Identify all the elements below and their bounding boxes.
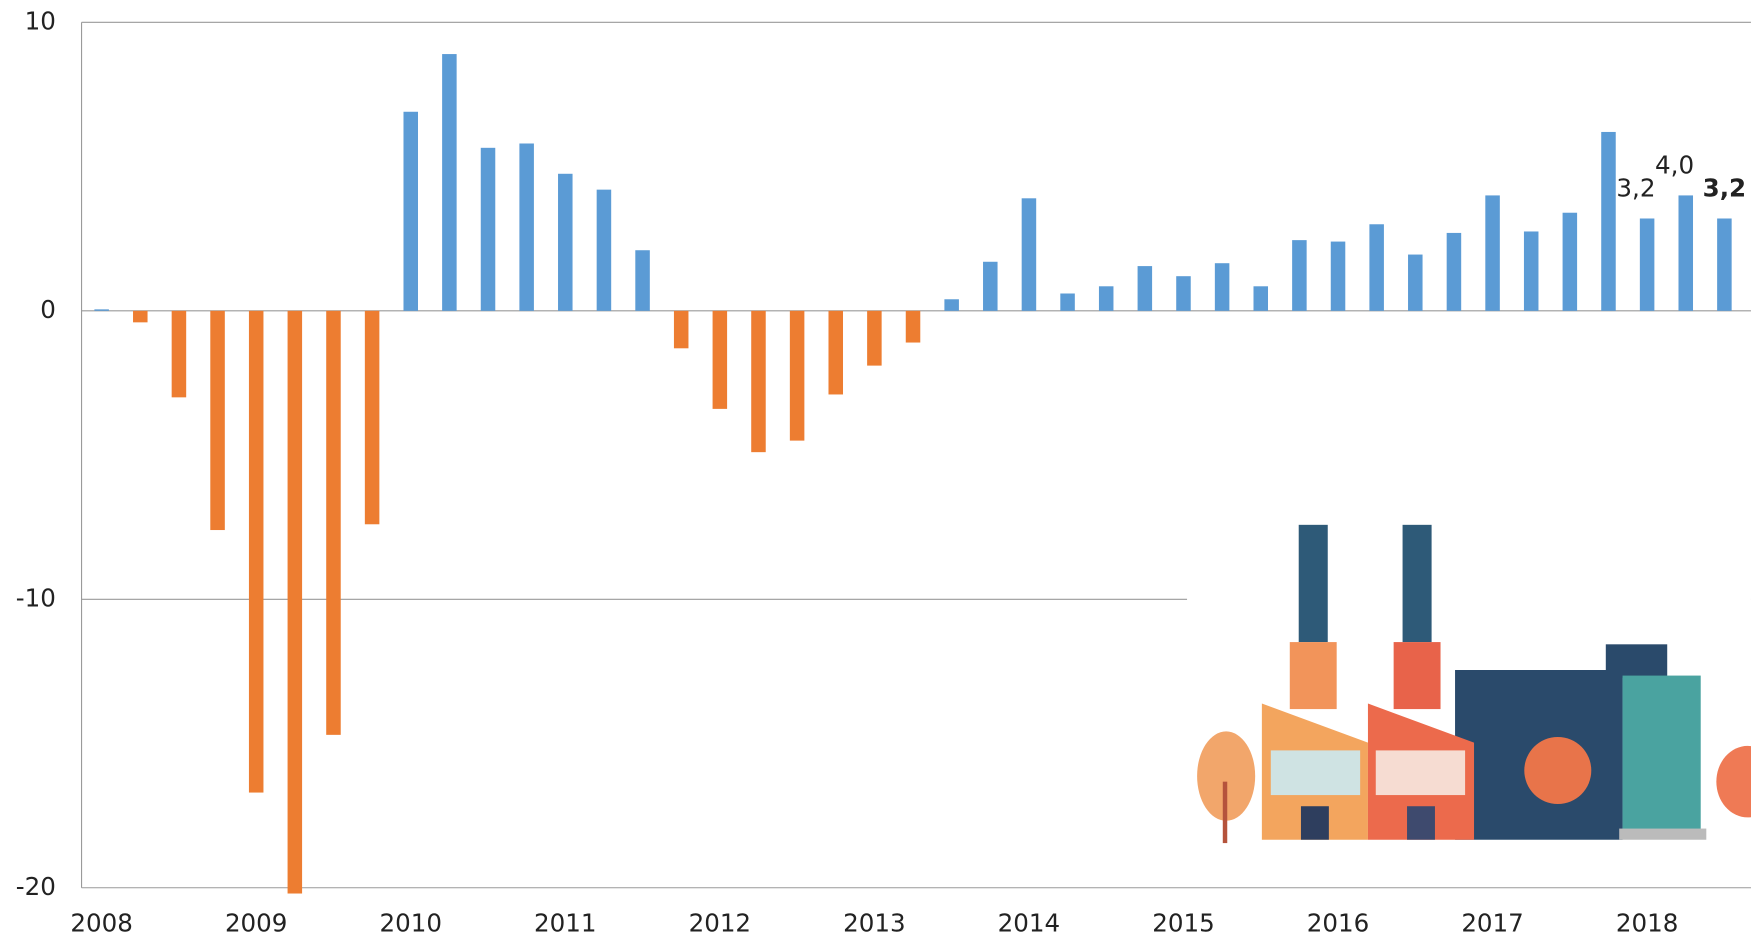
bar bbox=[1253, 286, 1269, 311]
x-tick-label: 2015 bbox=[1152, 909, 1214, 938]
data-label: 4,0 bbox=[1655, 150, 1694, 179]
bar bbox=[983, 261, 998, 311]
bar bbox=[1562, 212, 1578, 311]
factory-illustration bbox=[1187, 524, 1751, 860]
x-tick-label: 2012 bbox=[689, 909, 751, 938]
data-label: 3,2 bbox=[1703, 173, 1747, 202]
bar bbox=[789, 310, 805, 441]
y-tick-label: -20 bbox=[16, 872, 56, 901]
bar bbox=[133, 310, 148, 323]
y-tick-label: -10 bbox=[16, 583, 56, 612]
y-tick-label: 0 bbox=[40, 295, 56, 324]
bar bbox=[1446, 232, 1462, 311]
x-tick-label: 2014 bbox=[998, 909, 1060, 938]
bar bbox=[867, 310, 882, 366]
bar bbox=[210, 310, 225, 531]
bar bbox=[1292, 240, 1307, 311]
bar bbox=[442, 54, 457, 311]
bar bbox=[1214, 263, 1230, 311]
x-tick-label: 2009 bbox=[225, 909, 287, 938]
bar bbox=[1021, 198, 1037, 311]
x-tick-label: 2017 bbox=[1461, 909, 1523, 938]
x-tick-label: 2018 bbox=[1616, 909, 1678, 938]
bar bbox=[1060, 293, 1075, 311]
bar bbox=[1137, 266, 1153, 311]
bar bbox=[1176, 276, 1191, 311]
bar bbox=[480, 147, 496, 311]
bar bbox=[558, 173, 573, 311]
x-tick-label: 2013 bbox=[843, 909, 905, 938]
bar bbox=[287, 310, 303, 894]
x-tick-label: 2016 bbox=[1307, 909, 1369, 938]
bar bbox=[171, 310, 187, 398]
bar bbox=[828, 310, 844, 395]
bar bbox=[1330, 241, 1346, 311]
bar bbox=[673, 310, 689, 349]
bar bbox=[1369, 224, 1384, 311]
bar bbox=[1717, 218, 1732, 311]
bar bbox=[1408, 254, 1423, 311]
bar bbox=[1098, 286, 1114, 311]
y-tick-label: 10 bbox=[25, 6, 56, 35]
bar bbox=[751, 310, 766, 453]
bar bbox=[1639, 218, 1655, 311]
bar bbox=[1523, 231, 1539, 311]
bar bbox=[403, 111, 419, 311]
data-label: 3,2 bbox=[1616, 173, 1655, 202]
bar bbox=[905, 310, 921, 343]
bar bbox=[364, 310, 380, 525]
bar bbox=[94, 309, 109, 311]
x-tick-label: 2011 bbox=[534, 909, 596, 938]
bar bbox=[1601, 131, 1616, 311]
bar bbox=[1678, 195, 1694, 311]
bar bbox=[248, 310, 264, 793]
bar bbox=[519, 143, 534, 311]
x-tick-label: 2010 bbox=[380, 909, 442, 938]
bar bbox=[1485, 195, 1500, 311]
bar bbox=[944, 299, 959, 311]
bar bbox=[712, 310, 728, 409]
bar bbox=[326, 310, 341, 735]
bar bbox=[635, 250, 650, 311]
bar bbox=[596, 189, 612, 311]
x-tick-label: 2008 bbox=[70, 909, 132, 938]
